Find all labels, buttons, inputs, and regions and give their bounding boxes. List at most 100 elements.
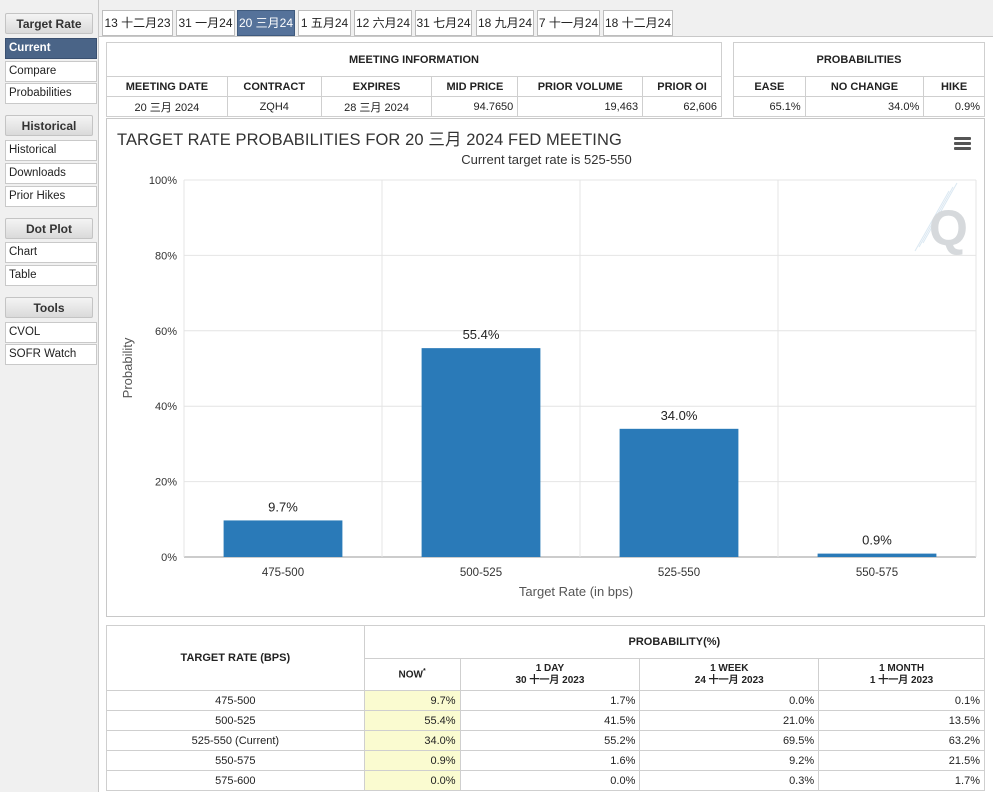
- mid-price-value: 94.7650: [431, 96, 519, 117]
- one-week-cell: 69.5%: [639, 730, 820, 751]
- tab-meeting-4[interactable]: 1 五月24: [298, 10, 351, 36]
- meeting-info-header: CONTRACT: [226, 76, 322, 97]
- tab-meeting-3[interactable]: 20 三月24: [237, 10, 295, 36]
- now-cell: 9.7%: [363, 690, 461, 711]
- sidebar-item-current[interactable]: Current: [5, 38, 97, 59]
- no-change-value: 34.0%: [804, 96, 925, 117]
- table-row: 525-550 (Current) 34.0% 55.2% 69.5% 63.2…: [106, 730, 985, 751]
- meeting-date-value: 20 三月 2024: [106, 96, 228, 117]
- tab-meeting-9[interactable]: 18 十二月24: [603, 10, 673, 36]
- y-tick-label: 20%: [155, 477, 177, 489]
- tab-meeting-7[interactable]: 18 九月24: [476, 10, 534, 36]
- y-tick-label: 40%: [155, 401, 177, 413]
- x-axis-title: Target Rate (in bps): [519, 584, 633, 599]
- x-tick-label: 525-550: [658, 567, 700, 579]
- now-cell: 0.9%: [363, 750, 461, 771]
- sidebar: Target Rate Current Compare Probabilitie…: [0, 0, 99, 792]
- one-day-cell: 55.2%: [459, 730, 641, 751]
- table-row: 575-600 0.0% 0.0% 0.3% 1.7%: [106, 770, 985, 791]
- tab-meeting-5[interactable]: 12 六月24: [354, 10, 412, 36]
- tab-meeting-1[interactable]: 13 十二月23: [102, 10, 173, 36]
- probability-chart: 0% 20% 40% 60% 80% 100% 9.7% 475-500 55.4% 500-52…: [106, 118, 985, 617]
- one-day-cell: 1.6%: [459, 750, 641, 771]
- chart-menu-icon[interactable]: [954, 137, 971, 151]
- one-month-cell: 13.5%: [818, 710, 985, 731]
- one-month-cell: 1.7%: [818, 770, 985, 791]
- tab-meeting-2[interactable]: 31 一月24: [176, 10, 235, 36]
- bar-475-500: [223, 520, 343, 557]
- prior-volume-value: 19,463: [517, 96, 644, 117]
- y-tick-label: 100%: [149, 175, 177, 187]
- one-week-cell: 9.2%: [639, 750, 820, 771]
- bar-data-label: 34.0%: [661, 408, 698, 423]
- expires-value: 28 三月 2024: [320, 96, 433, 117]
- hike-value: 0.9%: [923, 96, 985, 117]
- one-month-cell: 63.2%: [818, 730, 985, 751]
- probability-history-table: TARGET RATE (BPS) PROBABILITY(%) NOW* 1 …: [106, 625, 986, 791]
- chart-canvas: 0% 20% 40% 60% 80% 100% 9.7% 475-500 55.4% 500-52…: [120, 175, 977, 599]
- now-cell: 0.0%: [363, 770, 461, 791]
- sidebar-section-target-rate: Target Rate: [5, 13, 93, 34]
- sidebar-section-tools: Tools: [5, 297, 93, 318]
- sidebar-item-prior-hikes[interactable]: Prior Hikes: [5, 186, 97, 207]
- chart-subtitle: Current target rate is 525-550: [461, 152, 632, 167]
- meeting-info-header: MID PRICE: [431, 76, 519, 97]
- x-tick-label: 475-500: [262, 567, 304, 579]
- sidebar-item-downloads[interactable]: Downloads: [5, 163, 97, 184]
- probabilities-title: PROBABILITIES: [733, 42, 985, 77]
- table-row: 550-575 0.9% 1.6% 9.2% 21.5%: [106, 750, 985, 771]
- sidebar-item-table[interactable]: Table: [5, 265, 97, 286]
- meeting-info-header: PRIOR VOLUME: [517, 76, 644, 97]
- sidebar-section-dot-plot: Dot Plot: [5, 218, 93, 239]
- sidebar-item-chart[interactable]: Chart: [5, 242, 97, 263]
- one-week-column-header: 1 WEEK 24 十一月 2023: [639, 658, 820, 691]
- one-day-cell: 41.5%: [459, 710, 641, 731]
- one-week-cell: 21.0%: [639, 710, 820, 731]
- now-cell: 34.0%: [363, 730, 461, 751]
- probabilities-summary-table: PROBABILITIES EASE NO CHANGE HIKE 65.1% …: [733, 42, 985, 117]
- meeting-info-title: MEETING INFORMATION: [106, 42, 722, 77]
- meeting-info-header: PRIOR OI: [642, 76, 722, 97]
- meeting-info-header: EXPIRES: [320, 76, 433, 97]
- one-week-cell: 0.3%: [639, 770, 820, 791]
- tab-meeting-6[interactable]: 31 七月24: [415, 10, 472, 36]
- probabilities-header: NO CHANGE: [804, 76, 925, 97]
- x-tick-label: 500-525: [460, 567, 502, 579]
- probability-group-header: PROBABILITY(%): [363, 625, 986, 659]
- one-month-column-header: 1 MONTH 1 十一月 2023: [818, 658, 985, 691]
- x-tick-label: 550-575: [856, 567, 898, 579]
- bar-data-label: 0.9%: [862, 533, 892, 548]
- one-day-column-header: 1 DAY 30 十一月 2023: [459, 658, 641, 691]
- rate-cell: 475-500: [106, 690, 365, 711]
- ease-value: 65.1%: [733, 96, 806, 117]
- y-tick-label: 80%: [155, 250, 177, 262]
- target-rate-column-header: TARGET RATE (BPS): [106, 625, 365, 691]
- watermark-q-logo: Q: [914, 182, 968, 256]
- bar-525-550: [619, 428, 739, 557]
- prior-oi-value: 62,606: [642, 96, 722, 117]
- sidebar-item-compare[interactable]: Compare: [5, 61, 97, 82]
- rate-cell: 575-600: [106, 770, 365, 791]
- rate-cell: 550-575: [106, 750, 365, 771]
- one-week-cell: 0.0%: [639, 690, 820, 711]
- meeting-info-header: MEETING DATE: [106, 76, 228, 97]
- chart-title: TARGET RATE PROBABILITIES FOR 20 三月 2024…: [117, 131, 622, 149]
- now-column-header: NOW*: [363, 658, 461, 691]
- sidebar-item-probabilities[interactable]: Probabilities: [5, 83, 97, 104]
- tab-meeting-8[interactable]: 7 十一月24: [537, 10, 600, 36]
- table-row: 475-500 9.7% 1.7% 0.0% 0.1%: [106, 690, 985, 711]
- one-month-cell: 21.5%: [818, 750, 985, 771]
- sidebar-item-cvol[interactable]: CVOL: [5, 322, 97, 343]
- one-day-cell: 1.7%: [459, 690, 641, 711]
- now-cell: 55.4%: [363, 710, 461, 731]
- y-axis-title: Probability: [120, 337, 135, 398]
- one-month-cell: 0.1%: [818, 690, 985, 711]
- sidebar-item-historical[interactable]: Historical: [5, 140, 97, 161]
- sidebar-item-sofr-watch[interactable]: SOFR Watch: [5, 344, 97, 365]
- bar-data-label: 9.7%: [268, 499, 298, 514]
- rate-cell: 500-525: [106, 710, 365, 731]
- bar-data-label: 55.4%: [463, 327, 500, 342]
- one-day-cell: 0.0%: [459, 770, 641, 791]
- probabilities-header: HIKE: [923, 76, 985, 97]
- y-tick-label: 60%: [155, 326, 177, 338]
